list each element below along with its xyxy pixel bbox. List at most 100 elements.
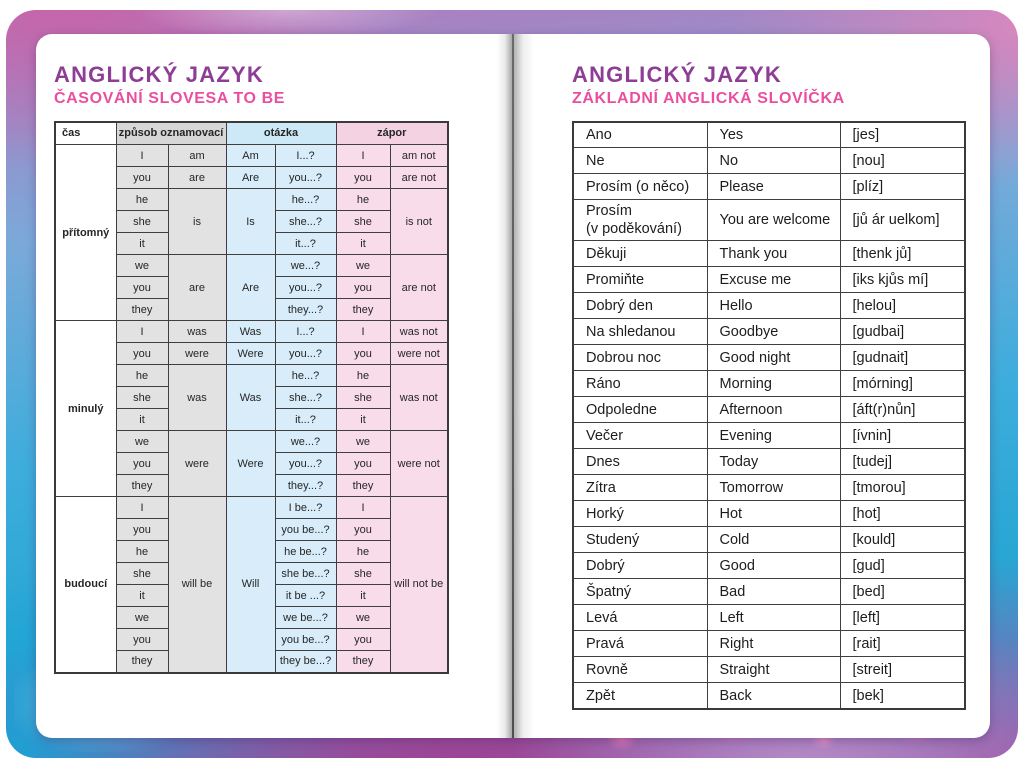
english-word-cell: Straight [706,656,841,684]
question-cell: we...? [274,254,337,278]
english-word-cell: Today [706,448,841,476]
negative-pronoun-cell: they [335,474,391,498]
czech-word-cell: Ráno [572,370,708,398]
conjugation-row: you are Are you...? you are not [55,166,449,190]
vocabulary-row: Odpoledne Afternoon [áft(r)nůn] [572,396,966,424]
pronunciation-cell: [tudej] [839,448,966,476]
verb-cell: will be [167,496,227,674]
conjugation-row: we were Were we...? we were not [55,430,449,498]
pronunciation-cell: [jes] [839,121,966,149]
question-cell: we be...? [274,606,337,630]
pronunciation-cell: [gudbai] [839,318,966,346]
pronunciation-cell: [bek] [839,682,966,710]
czech-word-cell: Špatný [572,578,708,606]
question-cell: they...? [274,298,337,322]
question-cell: he...? [274,364,337,388]
negative-pronoun-cell: I [335,144,391,168]
negative-pronoun-cell: you [335,518,391,542]
pronoun-cell: we [115,254,169,278]
pronoun-cell: he [115,540,169,564]
vocabulary-row: Večer Evening [ívnin] [572,422,966,450]
pronunciation-cell: [jů ár uelkom] [839,199,966,242]
vocabulary-row: Ano Yes [jes] [572,121,966,149]
negative-pronoun-cell: you [335,452,391,476]
conjugation-row: we are Are we...? we are not [55,254,449,322]
to-be-conjugation-table: čas způsob oznamovací otázka zápor příto… [54,120,449,674]
question-cell: it be ...? [274,584,337,608]
negative-cell: are not [389,254,449,322]
pronoun-cell: it [115,584,169,608]
vocabulary-row: Dobrou noc Good night [gudnait] [572,344,966,372]
vocabulary-row: Děkuji Thank you [thenk jů] [572,240,966,268]
question-aux-cell: Was [225,320,276,344]
vocabulary-row: Ne No [nou] [572,147,966,175]
czech-word-cell: Odpoledne [572,396,708,424]
pronoun-cell: we [115,606,169,630]
negative-pronoun-cell: you [335,342,391,366]
conjugation-row: you you be...? you [55,628,448,652]
negative-pronoun-cell: she [335,386,391,410]
verb-cell: are [167,254,227,322]
question-aux-cell: Will [225,496,276,674]
vocabulary-row: Ráno Morning [mórning] [572,370,966,398]
page-right: ANGLICKÝ JAZYK ZÁKLADNÍ ANGLICKÁ SLOVÍČK… [514,34,990,738]
pronoun-cell: we [115,430,169,454]
pronunciation-cell: [helou] [839,292,966,320]
vocabulary-row: Dobrý Good [gud] [572,552,966,580]
pronunciation-cell: [rait] [839,630,966,658]
question-cell: you...? [274,452,337,476]
pronunciation-cell: [nou] [839,147,966,175]
pronoun-cell: you [115,276,169,300]
question-aux-cell: Am [225,144,276,168]
negative-cell: is not [389,188,449,256]
question-cell: you be...? [274,518,337,542]
pronoun-cell: he [115,188,169,212]
vocabulary-row: Levá Left [left] [572,604,966,632]
czech-word-cell: Prosím (v poděkování) [572,199,708,242]
pronoun-cell: they [115,474,169,498]
negative-cell: were not [389,430,449,498]
english-word-cell: Goodbye [706,318,841,346]
page-subtitle: ZÁKLADNÍ ANGLICKÁ SLOVÍČKA [572,90,845,108]
pronoun-cell: you [115,628,169,652]
negative-pronoun-cell: it [335,408,391,432]
negative-pronoun-cell: we [335,254,391,278]
header-oznamovaci: způsob oznamovací [115,121,227,146]
question-cell: it...? [274,408,337,432]
negative-pronoun-cell: I [335,496,391,520]
vocabulary-row: Prosím (v poděkování) You are welcome [jů … [572,199,966,242]
czech-word-cell: Promiňte [572,266,708,294]
pronunciation-cell: [bed] [839,578,966,606]
vocabulary-row: Studený Cold [kould] [572,526,966,554]
pronunciation-cell: [left] [839,604,966,632]
tense-label-cell: minulý [54,320,117,498]
pronoun-cell: you [115,452,169,476]
pronunciation-cell: [gudnait] [839,344,966,372]
question-aux-cell: Were [225,342,276,366]
pronoun-cell: she [115,562,169,586]
czech-word-cell: Horký [572,500,708,528]
czech-word-cell: Dobrý [572,552,708,580]
page-left: ANGLICKÝ JAZYK ČASOVÁNÍ SLOVESA TO BE ča… [36,34,512,738]
negative-cell: am not [389,144,449,168]
conjugation-row: it it be ...? it [55,584,448,608]
pronoun-cell: you [115,518,169,542]
question-cell: you...? [274,342,337,366]
vocabulary-row: Prosím (o něco) Please [plíz] [572,173,966,201]
conjugation-row: she she...? she [55,210,448,234]
verb-cell: was [167,320,227,344]
czech-word-cell: Na shledanou [572,318,708,346]
conjugation-row: you were Were you...? you were not [55,342,449,366]
english-word-cell: Bad [706,578,841,606]
pronunciation-cell: [iks kjůs mí] [839,266,966,294]
negative-pronoun-cell: it [335,584,391,608]
negative-cell: was not [389,364,449,432]
pronunciation-cell: [ívnin] [839,422,966,450]
czech-word-cell: Dobrou noc [572,344,708,372]
conjugation-row: they they...? they [55,298,448,322]
question-cell: he...? [274,188,337,212]
question-cell: you...? [274,276,337,300]
